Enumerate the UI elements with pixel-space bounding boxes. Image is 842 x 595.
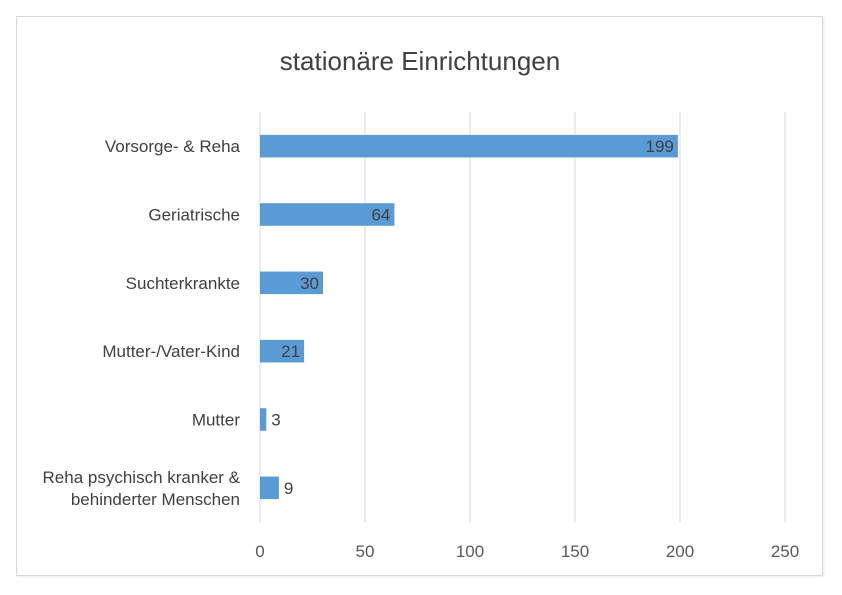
category-label: Vorsorge- & Reha — [105, 137, 241, 156]
x-tick-label: 100 — [456, 542, 484, 561]
chart-frame — [16, 16, 823, 576]
data-label: 64 — [371, 206, 390, 225]
category-label: Mutter-/Vater-Kind — [102, 342, 240, 361]
data-label: 21 — [281, 342, 300, 361]
x-tick-label: 250 — [771, 542, 799, 561]
x-tick-label: 150 — [561, 542, 589, 561]
x-axis-ticks: 0 50 100 150 200 250 — [255, 542, 799, 561]
data-labels: 199 64 30 21 3 9 — [271, 137, 674, 498]
data-label: 9 — [284, 479, 293, 498]
category-label: Suchterkrankte — [126, 274, 240, 293]
bar — [260, 203, 395, 226]
data-label: 3 — [271, 411, 280, 430]
bar — [260, 271, 323, 295]
x-tick-label: 200 — [666, 542, 694, 561]
category-label: Geriatrische — [148, 206, 240, 225]
x-tick-label: 50 — [356, 542, 375, 561]
category-label: Mutter — [192, 411, 241, 430]
gridlines — [259, 112, 786, 522]
bar — [260, 339, 305, 363]
category-labels: Vorsorge- & Reha Geriatrische Suchterkrank… — [43, 137, 241, 509]
data-label: 30 — [300, 274, 319, 293]
x-tick-label: 0 — [255, 542, 264, 561]
bar — [260, 408, 267, 431]
chart-title: stationäre Einrichtungen — [280, 46, 560, 76]
category-label: behinderter Menschen — [71, 490, 240, 509]
bars — [260, 134, 678, 500]
bar — [260, 476, 279, 500]
category-label: Reha psychisch kranker & — [43, 468, 241, 487]
bar — [260, 134, 678, 158]
data-label: 199 — [646, 137, 674, 156]
